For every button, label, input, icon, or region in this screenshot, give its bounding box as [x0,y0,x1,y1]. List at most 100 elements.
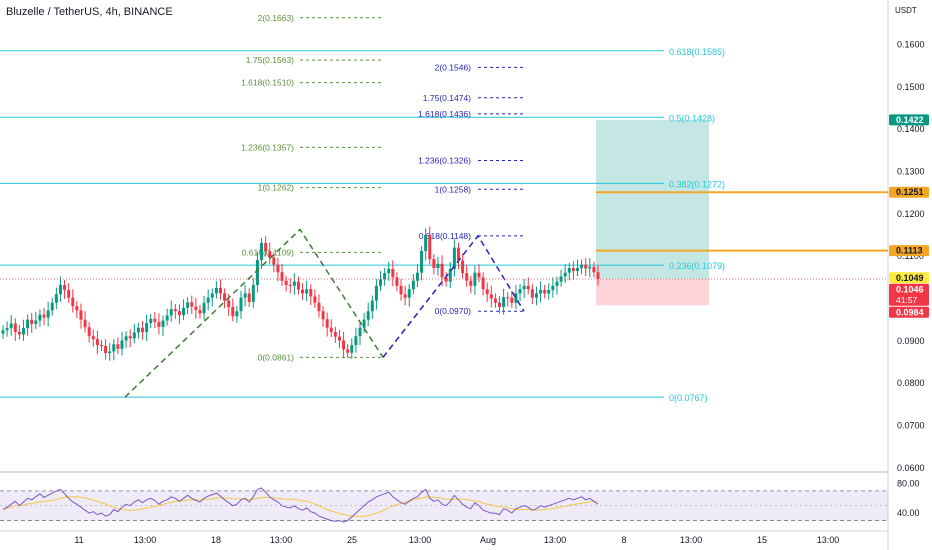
price-tick-label: 0.0600 [897,463,925,473]
candle-body [477,272,481,278]
time-tick-label: 13:00 [817,535,840,545]
green-swing-line [124,228,384,398]
candle-body [284,280,288,285]
fib-retracement-label: 0.5(0.1428) [669,113,715,123]
candle-body [58,284,62,295]
candle-body [329,327,333,332]
candle-body [567,268,571,273]
candle-body [124,336,128,341]
candle-body [247,293,251,302]
candle-body [202,302,206,314]
candle-body [83,319,87,328]
candle-body [153,318,157,322]
price-badge [889,283,929,306]
candle-body [534,293,538,298]
candle-body [448,268,452,282]
candle-body [22,328,26,335]
candle-body [104,345,108,354]
price-badge-label: 0.1251 [896,187,924,197]
candle-body [288,284,292,286]
time-tick-label: Aug [480,535,496,545]
fib-ext-blue-label: 1(0.1258) [435,184,472,194]
fib-ext-green-label: 1.236(0.1357) [241,142,294,152]
candle-body [309,289,313,297]
rsi-ma-line [2,496,599,518]
candle-body [264,243,268,252]
candle-body [268,251,272,258]
candle-body [342,340,346,350]
candle-body [169,309,173,316]
candle-body [239,297,243,312]
candle-body [518,289,522,294]
candle-body [436,263,440,269]
candle-body [272,257,276,265]
rsi-level-label: 40.00 [897,508,920,518]
candle-body [149,318,153,324]
candle-body [452,247,456,269]
price-tick-label: 0.1400 [897,124,925,134]
candle-body [214,287,218,294]
candle-body [161,320,165,327]
candle-body [522,285,526,290]
candle-body [350,345,354,353]
candle-body [374,285,378,301]
candle-body [415,272,419,281]
candle-body [136,327,140,333]
candle-body [526,285,530,290]
candle-body [514,293,518,303]
candle-body [42,314,46,318]
candle-body [235,311,239,317]
candle-body [50,302,54,311]
candle-body [227,300,231,307]
candle-body [108,351,112,354]
position-loss-zone [596,279,709,306]
candle-body [465,273,469,281]
candle-body [141,327,145,332]
candle-body [5,328,9,331]
candle-body [210,293,214,298]
time-tick-label: 13:00 [134,535,157,545]
fib-ext-blue-label: 0.618(0.1148) [419,231,471,241]
candle-body [13,323,17,332]
time-tick-label: 25 [347,535,357,545]
candle-body [387,268,391,274]
candle-body [63,284,67,291]
price-badge [889,245,929,257]
candle-body [551,285,555,291]
candle-body [502,297,506,307]
candle-body [243,293,247,298]
candle-body [444,277,448,282]
price-badge [889,186,929,198]
price-badge-label: 0.1113 [896,246,923,256]
candle-body [555,281,559,286]
candle-body [276,264,280,273]
time-tick-label: 13:00 [544,535,567,545]
candle-body [260,243,264,260]
time-tick-label: 13:00 [270,535,293,545]
price-tick-label: 0.0700 [897,421,925,431]
candle-body [366,311,370,320]
fib-ext-green-label: 2(0.1663) [258,13,295,23]
candle-body [411,280,415,290]
price-badge [889,114,929,126]
candle-body [112,344,116,352]
candle-body [440,263,444,278]
candle-body [432,259,436,269]
candle-body [403,294,407,298]
candle-body [547,290,551,294]
candle-body [493,298,497,303]
candle-body [461,260,465,274]
price-badge [889,272,929,284]
candle-body [498,302,502,307]
candle-body [346,349,350,353]
candle-body [46,310,50,318]
candle-body [218,287,222,294]
price-tick-label: 0.1100 [897,251,924,261]
candle-body [530,289,534,298]
fib-ext-blue-label: 0(0.0970) [435,306,472,316]
price-tick-label: 0.1200 [897,209,925,219]
candle-body [186,302,190,308]
candle-body [116,344,120,349]
price-badge-label: 0.1046 [896,284,924,294]
